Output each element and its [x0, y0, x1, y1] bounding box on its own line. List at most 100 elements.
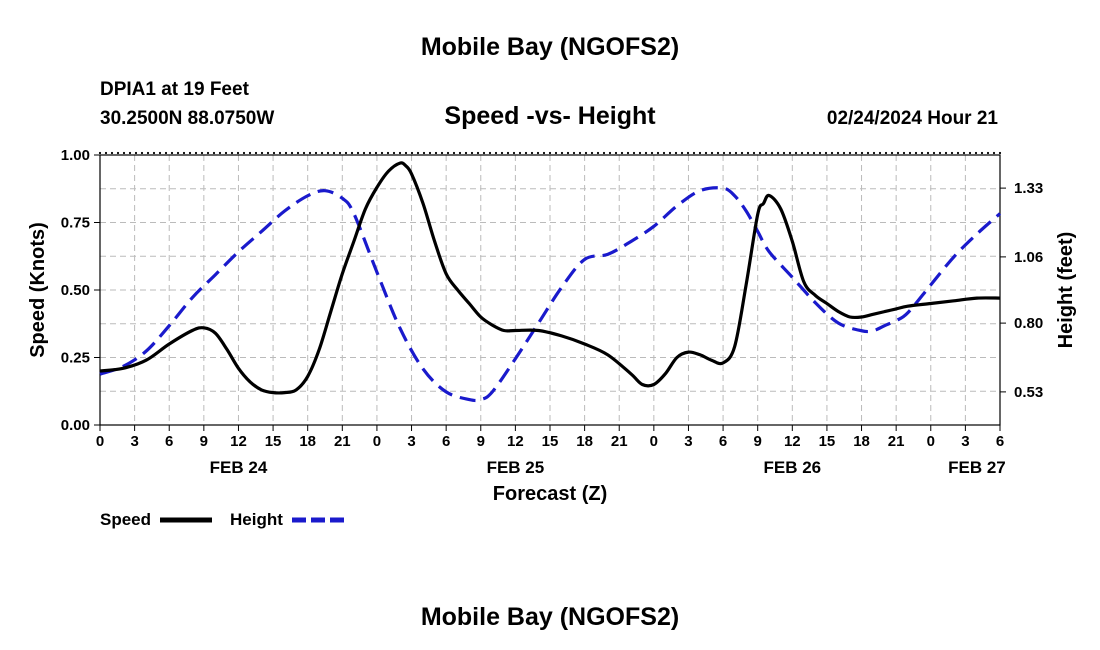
top-axis-dot	[890, 151, 894, 155]
x-tick-label: 21	[888, 433, 905, 450]
top-axis-dot	[410, 151, 414, 155]
y2-tick-label: 1.33	[1014, 180, 1043, 197]
top-axis-dot	[602, 151, 606, 155]
top-axis-dot	[812, 151, 816, 155]
top-axis-dot	[446, 151, 450, 155]
top-axis-dot	[392, 151, 396, 155]
top-axis-dot	[242, 151, 246, 155]
top-axis-dot	[680, 151, 684, 155]
top-axis-dot	[578, 151, 582, 155]
top-axis-dot	[194, 151, 198, 155]
y2-tick-label: 1.06	[1014, 249, 1043, 266]
top-axis-dot	[608, 151, 612, 155]
legend: Speed Height	[100, 510, 344, 529]
top-axis-dot	[776, 151, 780, 155]
top-axis-dot	[998, 151, 1002, 155]
top-axis-dot	[806, 151, 810, 155]
top-axis-dot	[542, 151, 546, 155]
top-axis-dot	[404, 151, 408, 155]
top-axis-dot	[278, 151, 282, 155]
top-axis-dot	[218, 151, 222, 155]
top-axis-dot	[530, 151, 534, 155]
top-axis-dot	[362, 151, 366, 155]
top-axis-dot	[716, 151, 720, 155]
station-label: DPIA1 at 19 Feet	[100, 79, 250, 100]
top-axis-dot	[752, 151, 756, 155]
top-axis-dot	[476, 151, 480, 155]
y2-tick-label: 0.53	[1014, 384, 1043, 401]
top-axis-dot	[398, 151, 402, 155]
top-axis-dot	[734, 151, 738, 155]
top-axis-dot	[326, 151, 330, 155]
top-axis-dot	[584, 151, 588, 155]
top-axis-dot	[272, 151, 276, 155]
top-axis-dot	[674, 151, 678, 155]
top-axis-dot	[116, 151, 120, 155]
page-title: Mobile Bay (NGOFS2)	[421, 33, 679, 61]
top-axis-dot	[170, 151, 174, 155]
top-axis-dot	[854, 151, 858, 155]
top-axis-dot	[686, 151, 690, 155]
date-labels: FEB 24 FEB 25 FEB 26 FEB 27	[210, 458, 1006, 477]
y-axis-ticks: 0.00 0.25 0.50 0.75 1.00	[61, 147, 100, 434]
x-tick-label: 6	[996, 433, 1004, 450]
top-axis-dot	[554, 151, 558, 155]
x-tick-label: 12	[507, 433, 524, 450]
y-tick-label: 0.25	[61, 350, 90, 367]
footer-title: Mobile Bay (NGOFS2)	[421, 603, 679, 631]
x-tick-label: 6	[442, 433, 450, 450]
legend-height-label: Height	[230, 510, 283, 529]
y-axis-label: Speed (Knots)	[27, 222, 49, 358]
top-axis-dot	[944, 151, 948, 155]
top-axis-dot	[248, 151, 252, 155]
top-axis-dot	[224, 151, 228, 155]
top-axis-dot	[152, 151, 156, 155]
top-axis-dot	[128, 151, 132, 155]
top-axis-dot	[644, 151, 648, 155]
top-axis-dot	[920, 151, 924, 155]
gridlines	[99, 155, 1001, 425]
top-axis-dot	[380, 151, 384, 155]
top-axis-dot	[284, 151, 288, 155]
x-tick-label: 9	[477, 433, 485, 450]
x-tick-label: 12	[230, 433, 247, 450]
date-label: FEB 25	[487, 458, 545, 477]
top-axis-dot	[290, 151, 294, 155]
top-axis-dot	[230, 151, 234, 155]
x-tick-label: 0	[927, 433, 935, 450]
x-tick-label: 3	[407, 433, 415, 450]
top-axis-dot	[986, 151, 990, 155]
top-axis-dot	[158, 151, 162, 155]
chart-title: Speed -vs- Height	[444, 102, 656, 130]
top-axis-dot	[374, 151, 378, 155]
top-axis-dot	[344, 151, 348, 155]
top-axis-dot	[764, 151, 768, 155]
top-axis-dot	[212, 151, 216, 155]
x-tick-label: 3	[961, 433, 969, 450]
top-axis-dot	[908, 151, 912, 155]
x-tick-label: 18	[853, 433, 870, 450]
top-axis-dot	[974, 151, 978, 155]
top-axis-dot	[698, 151, 702, 155]
top-axis-dot	[500, 151, 504, 155]
top-axis-dot	[704, 151, 708, 155]
y-tick-label: 0.50	[61, 282, 90, 299]
x-tick-label: 9	[754, 433, 762, 450]
coords-label: 30.2500N 88.0750W	[100, 108, 274, 129]
x-tick-label: 15	[265, 433, 282, 450]
top-axis-dot	[896, 151, 900, 155]
legend-speed-label: Speed	[100, 510, 151, 529]
top-axis-dot	[506, 151, 510, 155]
top-axis-dot	[872, 151, 876, 155]
top-axis-dot	[788, 151, 792, 155]
top-axis-dot	[668, 151, 672, 155]
top-axis-dot	[596, 151, 600, 155]
top-axis-dot	[368, 151, 372, 155]
top-axis-dot	[740, 151, 744, 155]
top-axis-dot	[176, 151, 180, 155]
x-tick-label: 21	[334, 433, 351, 450]
x-tick-label: 0	[650, 433, 658, 450]
height-series-line	[99, 186, 1002, 403]
top-axis-dot	[350, 151, 354, 155]
top-axis-dot	[386, 151, 390, 155]
